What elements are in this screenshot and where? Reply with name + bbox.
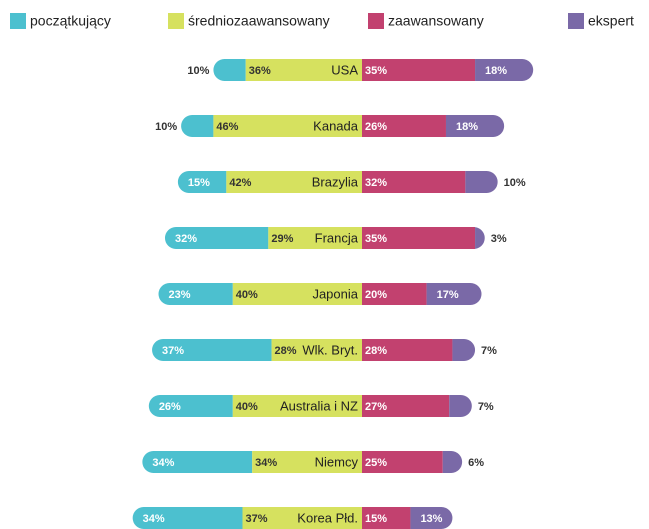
legend-label: średniozaawansowany (188, 13, 330, 29)
value-label: 42% (229, 177, 251, 189)
bar-segment (268, 227, 362, 249)
bar-segment (242, 507, 362, 529)
value-label: 36% (249, 65, 271, 77)
bar-segment (442, 451, 463, 473)
bar-segment (426, 283, 482, 305)
category-label: Wlk. Bryt. (302, 342, 358, 357)
bar-segment (362, 227, 476, 249)
bar-segment (362, 59, 476, 81)
value-label: 29% (271, 233, 293, 245)
category-label: Brazylia (312, 174, 359, 189)
value-label: 35% (365, 233, 387, 245)
value-label: 40% (236, 401, 258, 413)
value-label: 32% (365, 177, 387, 189)
legend-swatch (568, 13, 584, 29)
category-label: Kanada (313, 118, 359, 133)
value-label: 26% (365, 121, 387, 133)
value-label: 28% (275, 345, 297, 357)
category-label: USA (331, 62, 358, 77)
bar-segment (213, 59, 246, 81)
value-label: 6% (468, 457, 484, 469)
value-label: 13% (420, 513, 442, 525)
value-label: 18% (456, 121, 478, 133)
bar-segment (362, 339, 453, 361)
bar-segment (362, 507, 411, 529)
bar-segment (252, 451, 362, 473)
bar-segment (362, 283, 427, 305)
value-label: 37% (245, 513, 267, 525)
value-label: 46% (216, 121, 238, 133)
bar-segment (232, 395, 362, 417)
bar-segment (362, 451, 443, 473)
legend-label: zaawansowany (388, 13, 484, 29)
bar-segment (362, 115, 446, 137)
bar-segment (410, 507, 453, 529)
value-label: 34% (152, 457, 174, 469)
legend-swatch (10, 13, 26, 29)
value-label: 25% (365, 457, 387, 469)
bar-segment (245, 59, 362, 81)
bar-segment (473, 227, 485, 249)
value-label: 34% (255, 457, 277, 469)
value-label: 34% (143, 513, 165, 525)
value-label: 27% (365, 401, 387, 413)
value-label: 32% (175, 233, 197, 245)
bar-segment (164, 227, 269, 249)
bar-segment (452, 339, 476, 361)
bar-segment (213, 115, 362, 137)
bar-segment (177, 171, 227, 193)
legend-label: początkujący (30, 13, 111, 29)
value-label: 28% (365, 345, 387, 357)
category-label: Francja (315, 230, 359, 245)
value-label: 15% (365, 513, 387, 525)
value-label: 7% (478, 401, 494, 413)
category-label: Niemcy (315, 454, 359, 469)
value-label: 37% (162, 345, 184, 357)
bar-segment (475, 59, 534, 81)
value-label: 10% (155, 121, 177, 133)
bar-segment (271, 339, 362, 361)
bar-segment (362, 395, 450, 417)
legend-swatch (368, 13, 384, 29)
bar-segment (132, 507, 243, 529)
category-label: Korea Płd. (297, 510, 358, 525)
bar-segment (148, 395, 233, 417)
value-label: 26% (159, 401, 181, 413)
legend-label: ekspert (588, 13, 634, 29)
bar-segment (449, 395, 472, 417)
value-label: 10% (187, 65, 209, 77)
value-label: 17% (437, 289, 459, 301)
category-label: Japonia (312, 286, 358, 301)
value-label: 10% (504, 177, 526, 189)
value-label: 7% (481, 345, 497, 357)
bar-segment (158, 283, 233, 305)
bar-segment (465, 171, 498, 193)
value-label: 15% (188, 177, 210, 189)
bar-segment (152, 339, 272, 361)
value-label: 23% (169, 289, 191, 301)
category-label: Australia i NZ (280, 398, 358, 413)
value-label: 20% (365, 289, 387, 301)
value-label: 35% (365, 65, 387, 77)
bar-segment (232, 283, 362, 305)
value-label: 18% (485, 65, 507, 77)
legend-swatch (168, 13, 184, 29)
bar-segment (445, 115, 505, 137)
bar-segment (362, 171, 466, 193)
bar-segment (226, 171, 362, 193)
bar-segment (181, 115, 214, 137)
bar-segment (142, 451, 253, 473)
value-label: 3% (491, 233, 507, 245)
value-label: 40% (236, 289, 258, 301)
